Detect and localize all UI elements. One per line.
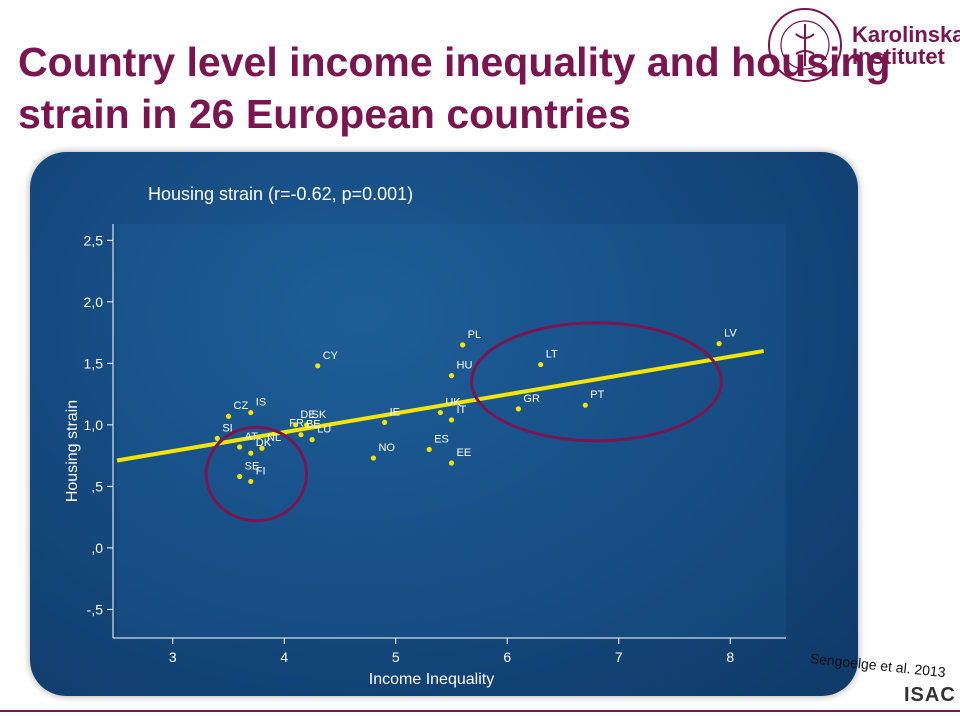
point-label-ee: EE [457,447,472,459]
data-point-is [248,409,254,416]
regression-line [116,349,765,463]
isac-logo: ISAC [904,684,956,706]
point-label-lu: LU [317,424,331,436]
data-point-lu [309,437,315,443]
logo-wordmark: Karolinska Institutet [852,22,960,69]
point-label-lt: LT [546,349,558,361]
data-point-hu [448,373,455,379]
data-point-fi [248,478,254,485]
data-point-dk [248,450,254,456]
point-label-ie: IE [390,406,400,418]
scatter-chart: Housing strain (r=-0.62, p=0.001) -,5 ,0 ,5… [64,184,786,688]
karolinska-logo: Karolinska Institutet [760,4,960,86]
data-point-pl [460,342,466,348]
point-label-es: ES [434,433,449,445]
x-tick-label: 4 [280,649,288,665]
y-tick-label: ,0 [91,540,103,556]
point-label-no: NO [378,442,395,454]
data-point-uk [437,409,443,416]
data-point-at [237,444,243,450]
x-tick-label: 5 [392,649,400,665]
point-label-cy: CY [323,350,339,362]
y-tick-label: 2,5 [84,232,104,248]
data-point-pt [582,402,588,408]
point-label-fi: FI [256,465,266,477]
point-label-cz: CZ [234,400,249,412]
plot-area [117,224,786,638]
chart-title: Housing strain (r=-0.62, p=0.001) [148,184,413,204]
point-label-gr: GR [523,393,540,405]
bottom-rule [0,710,960,712]
point-label-fr: FR [289,417,304,429]
data-point-si [214,435,220,441]
chart-panel: Housing strain (r=-0.62, p=0.001) -,5 ,0 ,5… [30,152,858,696]
x-tick-label: 7 [615,649,623,665]
data-point-cz [225,413,232,419]
data-point-lt [538,361,544,368]
data-point-es [426,446,432,453]
y-tick-label: 1,0 [84,417,104,433]
point-label-de: DE [300,409,315,421]
point-label-hu: HU [457,360,473,372]
data-point-de [292,422,298,428]
x-axis-label: Income Inequality [369,671,494,688]
data-point-nl [259,445,265,451]
y-tick-label: 1,5 [84,355,104,371]
point-label-si: SI [222,422,232,434]
highlight-circle-1 [204,425,309,523]
x-tick-label: 3 [169,649,177,665]
title-line-2: strain in 26 European countries [18,91,631,137]
data-point-sk [303,422,310,428]
data-point-se [237,473,243,480]
karolinska-seal-icon [768,8,842,82]
slide-title: Country level income inequality and hous… [18,36,918,140]
point-label-lv: LV [724,328,737,340]
point-label-dk: DK [256,437,272,449]
data-point-lv [716,341,722,347]
x-tick-label: 8 [726,649,734,665]
point-label-uk: UK [445,397,461,409]
point-label-pt: PT [590,389,604,401]
point-label-be: BE [306,419,321,431]
point-label-nl: NL [267,432,281,444]
highlight-circle-2 [470,321,723,443]
title-line-1: Country level income inequality and hous… [18,39,891,85]
point-label-at: AT [245,431,259,443]
data-point-ie [382,419,388,425]
y-tick-label: -,5 [87,601,104,617]
point-label-is: IS [256,397,266,409]
data-point-no [370,455,377,461]
data-point-it [448,417,455,423]
point-label-it: IT [457,404,467,416]
y-axis-label: Housing strain [64,400,81,502]
y-tick-label: 2,0 [84,294,104,310]
data-point-gr [515,406,521,412]
data-point-be [298,432,304,438]
x-tick-label: 6 [503,649,511,665]
point-label-pl: PL [468,329,481,341]
data-point-ee [448,460,455,466]
point-label-sk: SK [312,409,327,421]
point-label-se: SE [245,461,260,473]
data-point-cy [315,363,321,369]
y-tick-label: ,5 [91,478,103,494]
